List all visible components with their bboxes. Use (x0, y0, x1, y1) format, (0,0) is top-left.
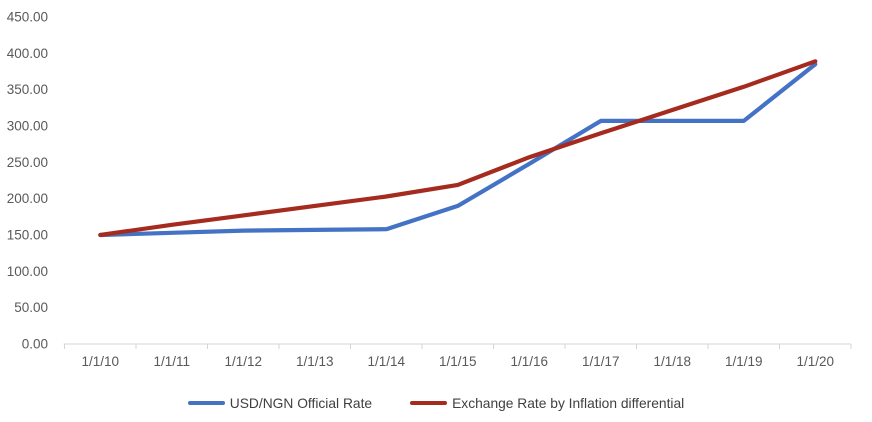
series-line-exchange-rate-by-inflation-differential (98, 59, 818, 238)
x-axis-tick-label: 1/1/10 (81, 354, 119, 369)
y-axis-tick-label: 50.00 (14, 300, 48, 315)
x-axis-tick-label: 1/1/12 (224, 354, 262, 369)
x-axis-tick-label: 1/1/15 (439, 354, 477, 369)
x-axis-tick-label: 1/1/20 (796, 354, 834, 369)
y-axis-tick-label: 100.00 (7, 264, 48, 279)
chart-legend: USD/NGN Official Rate Exchange Rate by I… (0, 393, 872, 413)
legend-line-swatch-official-rate-icon (187, 401, 225, 405)
y-axis-tick-label: 250.00 (7, 155, 48, 170)
y-axis-tick-label: 450.00 (7, 10, 48, 25)
legend-label-inflation-differential: Exchange Rate by Inflation differential (452, 395, 685, 411)
legend-label-official-rate: USD/NGN Official Rate (229, 395, 373, 411)
x-axis-tick-label: 1/1/13 (296, 354, 334, 369)
y-axis-tick-label: 200.00 (7, 191, 48, 206)
y-axis-tick-label: 0.00 (22, 337, 48, 352)
x-axis-tick-label: 1/1/16 (510, 354, 548, 369)
y-axis-tick-label: 150.00 (7, 228, 48, 243)
legend-item-inflation-differential: Exchange Rate by Inflation differential (410, 396, 684, 411)
x-axis-tick-label: 1/1/11 (153, 354, 190, 369)
y-axis-tick-label: 300.00 (7, 119, 48, 134)
y-axis-tick-label: 350.00 (7, 82, 48, 97)
y-axis-tick-label: 400.00 (7, 46, 48, 61)
series-line-usd-ngn-official-rate (98, 62, 818, 238)
x-axis-tick-label: 1/1/18 (653, 354, 691, 369)
x-axis-tick-label: 1/1/17 (582, 354, 620, 369)
x-axis-tick-label: 1/1/14 (367, 354, 405, 369)
x-axis-tick-label: 1/1/19 (725, 354, 763, 369)
legend-item-official-rate: USD/NGN Official Rate (187, 395, 373, 411)
legend-line-swatch-inflation-differential-icon (410, 401, 448, 405)
